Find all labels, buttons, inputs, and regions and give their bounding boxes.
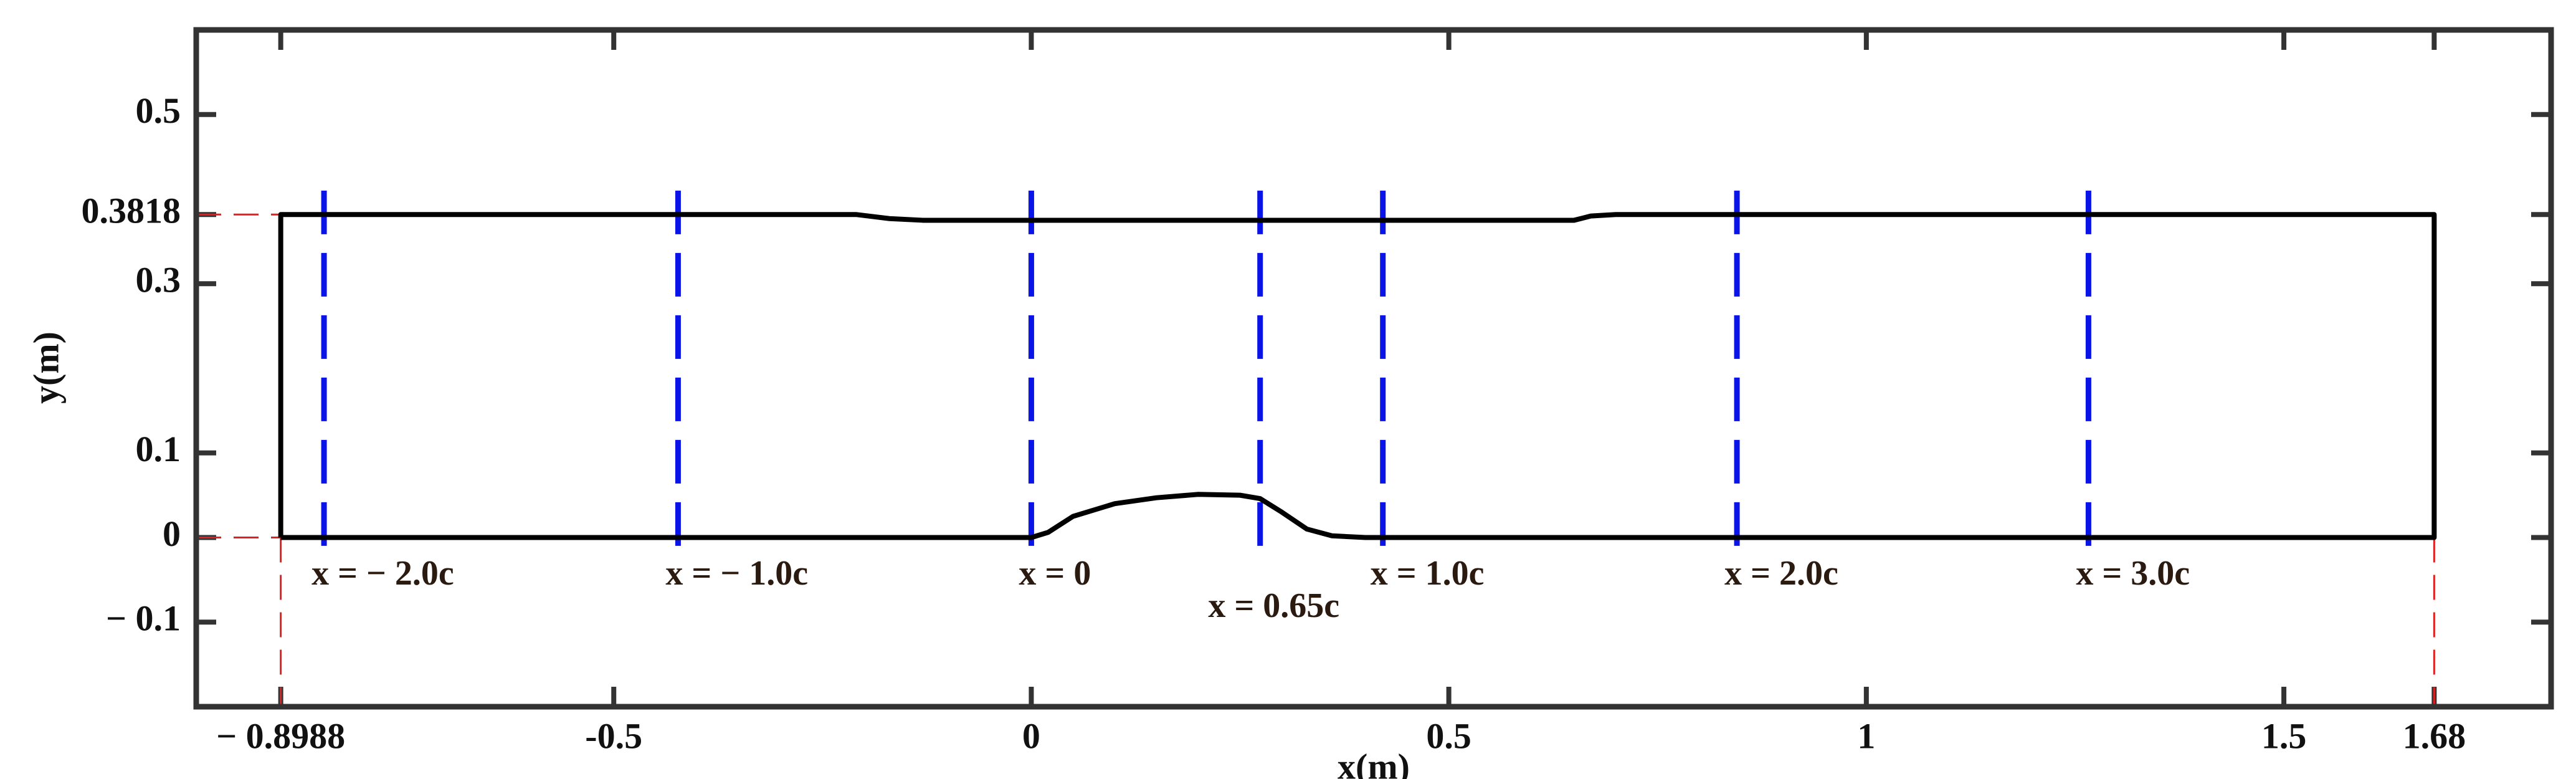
station-label: x = 3.0c <box>2076 554 2190 593</box>
x-tick-label: 1.5 <box>2261 715 2307 756</box>
station-label: x = 0.65c <box>1208 586 1339 625</box>
x-axis-label: x(m) <box>1338 746 1410 779</box>
x-tick-label: 0 <box>1022 715 1040 756</box>
plot-frame <box>193 27 2554 710</box>
y-tick-label: 0.3 <box>136 260 181 300</box>
y-tick-label: 0.3818 <box>82 191 181 231</box>
station-label: x = − 2.0c <box>311 554 454 593</box>
station-label: x = − 1.0c <box>665 554 808 593</box>
station-label: x = 1.0c <box>1371 554 1485 593</box>
x-tick-label: -0.5 <box>585 715 642 756</box>
x-tick-label: 1.68 <box>2403 715 2466 756</box>
y-tick-label: − 0.1 <box>106 598 181 639</box>
boundary <box>278 212 2437 540</box>
y-axis-label: y(m) <box>26 332 66 404</box>
x-tick-label: − 0.8988 <box>216 715 345 756</box>
x-tick-label: 0.5 <box>1426 715 1471 756</box>
x-tick-label: 1 <box>1857 715 1875 756</box>
y-tick-label: 0.5 <box>136 90 181 131</box>
station-label: x = 2.0c <box>1724 554 1838 593</box>
y-tick-label: 0.1 <box>136 429 181 469</box>
y-tick-label: 0 <box>163 514 181 554</box>
station-label: x = 0 <box>1019 554 1091 593</box>
